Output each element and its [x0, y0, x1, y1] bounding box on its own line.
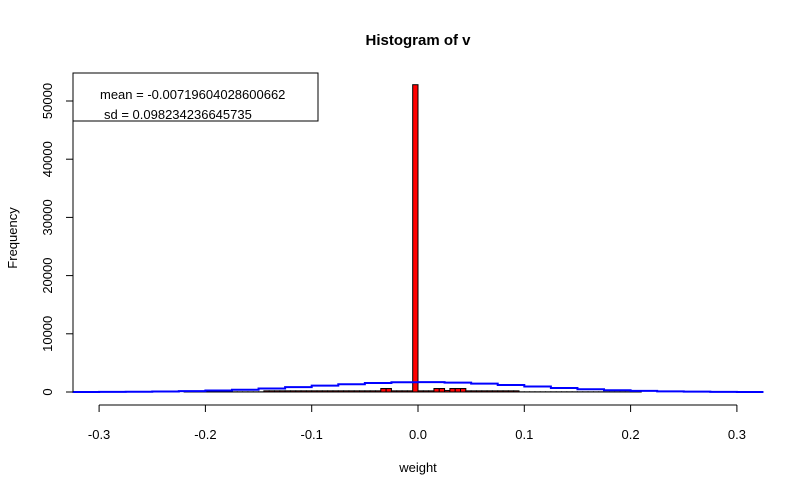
histogram-bar	[444, 390, 451, 393]
histogram-bar	[268, 390, 275, 393]
y-axis-label: Frequency	[5, 207, 20, 269]
histogram-bar	[513, 390, 520, 393]
histogram-bar	[353, 390, 361, 393]
histogram-bar	[327, 390, 334, 393]
legend-frame	[72, 72, 319, 122]
histogram-bar	[316, 390, 323, 393]
y-tick-label: 30000	[40, 199, 55, 235]
x-tick-label: -0.1	[300, 427, 322, 442]
histogram-bar	[364, 390, 371, 393]
histogram-bar	[465, 390, 472, 393]
histogram-bar	[359, 390, 366, 393]
histogram-bar	[438, 388, 446, 393]
histogram-bar	[332, 390, 339, 393]
legend-box: mean = -0.00719604028600662 sd = 0.09823…	[72, 72, 319, 122]
x-tick-label: 0.0	[409, 427, 427, 442]
histogram-bar	[321, 390, 329, 393]
histogram-bar	[369, 390, 376, 393]
x-tick-label: 0.2	[622, 427, 640, 442]
histogram-bar	[422, 390, 430, 393]
histogram-bar	[279, 390, 286, 393]
histogram-bar	[311, 390, 318, 393]
y-tick-label: 40000	[40, 141, 55, 177]
histogram-bar	[273, 390, 281, 393]
histogram-bar	[433, 388, 440, 393]
histogram-bar	[300, 390, 307, 393]
histogram-bar	[491, 390, 499, 393]
x-axis: -0.3 -0.2 -0.1 0.0 0.1 0.2 0.3	[88, 404, 746, 442]
histogram-bar	[481, 390, 488, 393]
histogram-bar	[396, 390, 403, 393]
y-axis: 0 10000 20000 30000 40000 50000	[40, 83, 74, 396]
histogram-bar	[475, 390, 483, 393]
histogram-bar	[348, 390, 355, 393]
bars-group	[183, 84, 642, 393]
histogram-bar	[460, 388, 467, 393]
normal-curve-line	[72, 381, 764, 393]
y-tick-label: 50000	[40, 83, 55, 119]
histogram-bar	[385, 388, 392, 393]
histogram-bar	[289, 390, 297, 393]
legend-sd: sd = 0.098234236645735	[104, 107, 252, 122]
histogram-bar	[406, 390, 414, 393]
histogram-bar	[502, 390, 509, 393]
histogram-bar	[507, 390, 515, 393]
x-tick-label: -0.3	[88, 427, 110, 442]
histogram-bar	[380, 388, 387, 393]
histogram-bar	[449, 388, 456, 393]
histogram-bar	[284, 390, 291, 393]
histogram-bar	[412, 84, 419, 393]
x-tick-label: 0.1	[515, 427, 533, 442]
histogram-bar	[337, 390, 345, 393]
histogram-bar	[295, 390, 302, 393]
histogram-bar	[470, 390, 477, 393]
y-tick-label: 10000	[40, 316, 55, 352]
histogram-bar	[454, 388, 462, 393]
histogram-bar	[486, 390, 493, 393]
histogram-bar	[497, 390, 504, 393]
histogram-bar	[401, 390, 408, 393]
x-tick-label: 0.3	[728, 427, 746, 442]
chart-title: Histogram of v	[365, 32, 471, 49]
x-tick-label: -0.2	[194, 427, 216, 442]
histogram-bar	[305, 390, 313, 393]
histogram-bar	[263, 390, 270, 393]
y-tick-label: 20000	[40, 258, 55, 294]
histogram-bar	[417, 390, 424, 393]
histogram-bar	[374, 390, 382, 393]
histogram-bar	[428, 390, 435, 393]
y-tick-label: 0	[40, 388, 55, 395]
histogram-bar	[343, 390, 350, 393]
histogram-bar	[390, 390, 398, 393]
normal-curve-group	[72, 381, 764, 393]
legend-mean: mean = -0.00719604028600662	[100, 87, 285, 102]
x-axis-label: weight	[398, 460, 437, 475]
